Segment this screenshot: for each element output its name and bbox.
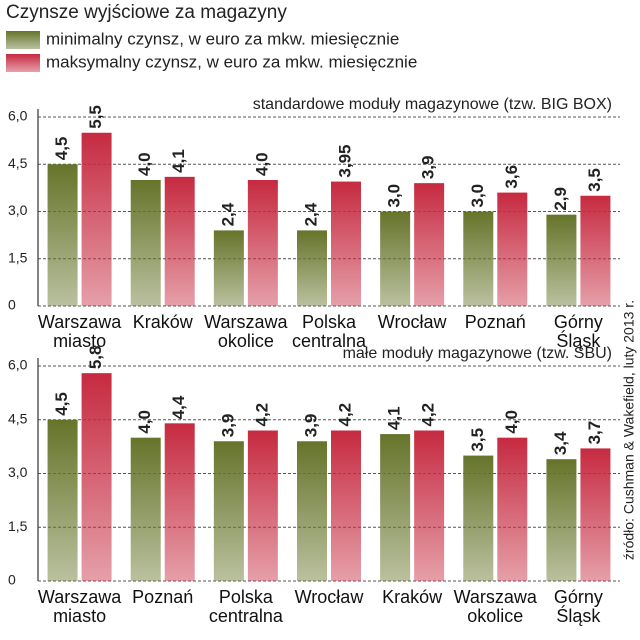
value-label: 2,9	[551, 187, 570, 211]
value-label: 3,4	[551, 431, 570, 455]
x-tick-label: Warszawa okolice	[453, 587, 537, 626]
value-label: 4,5	[52, 392, 71, 416]
bar	[164, 176, 195, 306]
bar	[414, 183, 445, 306]
chart-subtitle: małe moduły magazynowe (tzw. SBU)	[343, 345, 612, 362]
x-tick-label: Polska centralna	[291, 312, 367, 351]
bar	[164, 423, 195, 581]
x-tick-label: Górny Śląsk	[553, 312, 603, 351]
value-label: 3,7	[585, 421, 604, 445]
value-label: 3,95	[335, 144, 354, 177]
y-tick-label: 6,0	[8, 108, 28, 124]
bar	[546, 214, 577, 306]
bar	[414, 430, 445, 581]
bar	[213, 230, 244, 306]
x-tick-label: Górny Śląsk	[553, 587, 603, 626]
value-label: 5,5	[86, 105, 105, 129]
chart-title: Czynsze wyjściowe za magazyny	[6, 2, 287, 23]
bar	[297, 230, 327, 306]
value-label: 3,9	[419, 156, 438, 180]
value-label: 3,5	[585, 168, 604, 192]
bar	[247, 180, 278, 306]
value-label: 3,6	[502, 165, 521, 189]
y-tick-label: 0	[8, 572, 16, 588]
value-label: 4,4	[169, 395, 188, 419]
bar	[47, 419, 78, 581]
value-label: 4,0	[502, 410, 521, 434]
value-label: 3,9	[301, 414, 320, 438]
legend-swatch	[6, 31, 40, 49]
y-tick-label: 1,5	[8, 249, 28, 265]
x-tick-label: Kraków	[382, 587, 443, 607]
value-label: 4,0	[252, 152, 271, 176]
x-tick-label: Wrocław	[294, 587, 364, 607]
chart-subtitle: standardowe moduły magazynowe (tzw. BIG …	[253, 96, 612, 113]
legend-swatch	[6, 54, 40, 72]
bar	[380, 434, 411, 581]
bar	[497, 192, 528, 306]
value-label: 3,0	[468, 184, 487, 208]
bar	[213, 441, 244, 581]
value-label: 3,0	[385, 184, 404, 208]
bar	[463, 211, 494, 306]
value-label: 4,0	[135, 410, 154, 434]
bar	[546, 459, 577, 581]
y-tick-label: 0	[8, 297, 16, 313]
bar	[130, 437, 161, 581]
bar	[130, 180, 161, 306]
y-tick-label: 3,0	[8, 464, 28, 480]
legend-label: minimalny czynsz, w euro za mkw. miesięc…	[46, 29, 399, 48]
value-label: 4,2	[335, 403, 354, 427]
bar	[463, 455, 494, 581]
x-tick-label: Wrocław	[377, 312, 447, 332]
bar	[247, 430, 278, 581]
bar	[297, 441, 327, 581]
bar	[81, 132, 112, 306]
value-label: 4,0	[135, 152, 154, 176]
value-label: 3,9	[218, 414, 237, 438]
x-tick-label: Polska centralna	[208, 587, 283, 626]
y-tick-label: 1,5	[8, 518, 28, 534]
bar	[81, 373, 112, 581]
legend-label: maksymalny czynsz, w euro za mkw. miesię…	[46, 52, 417, 71]
value-label: 2,4	[218, 202, 237, 226]
x-tick-label: Poznań	[464, 312, 526, 332]
value-label: 4,2	[252, 403, 271, 427]
bar	[580, 448, 611, 581]
x-tick-label: Kraków	[132, 312, 193, 332]
value-label: 4,1	[169, 149, 188, 173]
x-tick-label: Warszawa miasto	[37, 312, 122, 351]
y-tick-label: 4,5	[8, 410, 28, 426]
x-tick-label: Warszawa okolice	[204, 312, 288, 351]
value-label: 2,4	[301, 202, 320, 226]
x-tick-label: Warszawa miasto	[37, 587, 122, 626]
y-tick-label: 6,0	[8, 357, 28, 373]
value-label: 5,8	[86, 346, 105, 370]
bar	[497, 437, 528, 581]
bar	[331, 181, 361, 306]
value-label: 4,5	[52, 137, 71, 161]
value-label: 3,5	[468, 428, 487, 452]
source-note: źródło: Cushman & Wakefield, luty 2013 r…	[621, 300, 637, 560]
bar	[47, 164, 78, 306]
value-label: 4,1	[385, 406, 404, 430]
x-tick-label: Poznań	[132, 587, 194, 607]
y-tick-label: 4,5	[8, 155, 28, 171]
bar	[380, 211, 411, 306]
bar	[580, 195, 611, 306]
value-label: 4,2	[419, 403, 438, 427]
y-tick-label: 3,0	[8, 202, 28, 218]
bar	[331, 430, 361, 581]
